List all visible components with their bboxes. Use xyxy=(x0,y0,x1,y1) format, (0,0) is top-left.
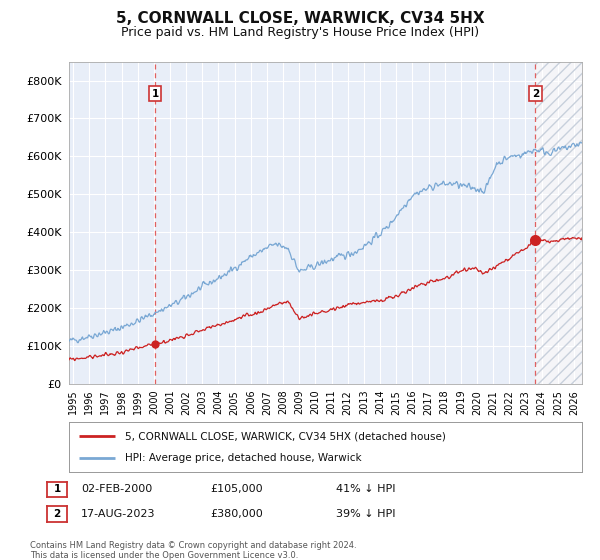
Text: HPI: Average price, detached house, Warwick: HPI: Average price, detached house, Warw… xyxy=(125,453,362,463)
Text: Contains HM Land Registry data © Crown copyright and database right 2024.
This d: Contains HM Land Registry data © Crown c… xyxy=(30,541,356,560)
Text: £380,000: £380,000 xyxy=(210,509,263,519)
Text: 2: 2 xyxy=(532,89,539,99)
Text: 02-FEB-2000: 02-FEB-2000 xyxy=(81,484,152,494)
Text: 17-AUG-2023: 17-AUG-2023 xyxy=(81,509,155,519)
Text: £105,000: £105,000 xyxy=(210,484,263,494)
Text: 41% ↓ HPI: 41% ↓ HPI xyxy=(336,484,395,494)
Text: Price paid vs. HM Land Registry's House Price Index (HPI): Price paid vs. HM Land Registry's House … xyxy=(121,26,479,39)
Text: 5, CORNWALL CLOSE, WARWICK, CV34 5HX (detached house): 5, CORNWALL CLOSE, WARWICK, CV34 5HX (de… xyxy=(125,431,446,441)
Text: 1: 1 xyxy=(53,484,61,494)
Text: 5, CORNWALL CLOSE, WARWICK, CV34 5HX: 5, CORNWALL CLOSE, WARWICK, CV34 5HX xyxy=(116,11,484,26)
Text: 39% ↓ HPI: 39% ↓ HPI xyxy=(336,509,395,519)
Text: 1: 1 xyxy=(152,89,159,99)
Text: 2: 2 xyxy=(53,509,61,519)
